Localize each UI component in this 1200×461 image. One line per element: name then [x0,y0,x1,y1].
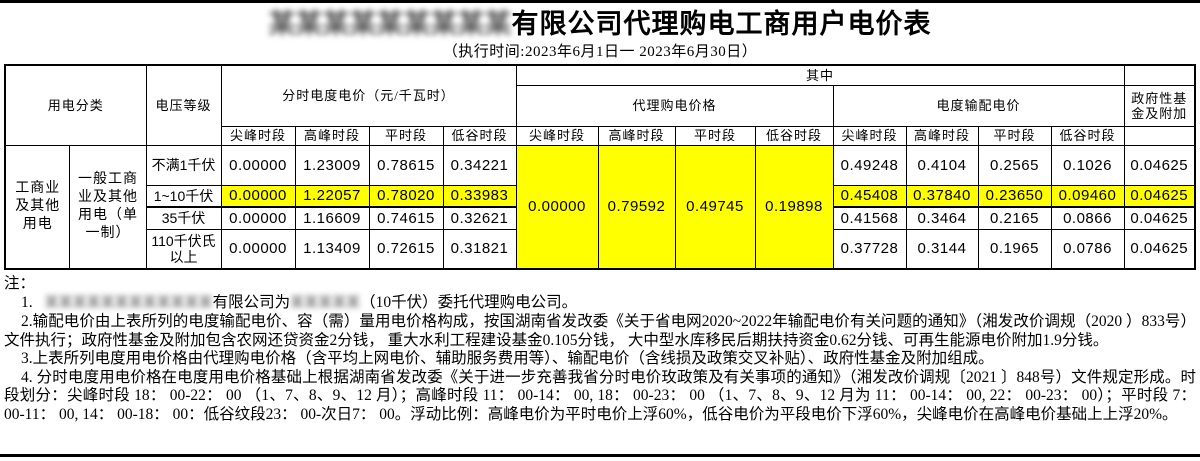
table-row: 工商业及其他用电 一般工商业及其他用电（单一制） 不满1千伏 0.00000 1… [4,144,1196,270]
tou-value: 0.00000 [220,228,296,270]
tou-value: 1.16609 [294,206,370,230]
page-title-text: 有限公司代理购电工商用户电价表 [511,9,932,39]
agency-value-peak: 0.00000 [515,144,599,270]
price-table: 用电分类 电压等级 分时电度电价（元/千瓦时） 其中 代理购电价格 电度输配电价… [3,64,1197,270]
note-1-suffix: （10千伏）委托代理购电公司。 [360,293,578,311]
empty-header-cell [1123,125,1196,146]
transmission-value: 0.41568 [832,206,907,230]
agency-value-flat: 0.49745 [674,144,756,270]
voltage-cell: 110千伏氏以上 [145,228,222,270]
header-voltage-level: 电压等级 [145,64,222,146]
tou-value: 0.78615 [368,144,444,186]
tou-value: 0.74615 [368,206,444,230]
transmission-value: 0.3144 [905,228,979,270]
transmission-value: 0.1026 [1050,144,1125,186]
fund-value: 0.04625 [1123,206,1196,230]
transmission-value: 0.2165 [977,206,1052,230]
tou-value: 0.32621 [442,206,517,230]
transmission-value: 0.1965 [977,228,1052,270]
header-row-3: 尖峰时段 高峰时段 平时段 低谷时段 尖峰时段 高峰时段 平时段 低谷时段 尖峰… [5,125,1196,146]
notes-section: 注： 1. 某某某某某某某某某某某某有限公司为某某某某某（10千伏）委托代理购电公… [4,275,1196,424]
header-period-valley: 低谷时段 [754,125,834,146]
category-cell: 工商业及其他用电 [4,144,71,270]
tou-value: 0.00000 [220,144,296,186]
header-agency-price: 代理购电价格 [515,84,834,127]
note-1: 1. 某某某某某某某某某某某某有限公司为某某某某某（10千伏）委托代理购电公司。 [4,294,1196,314]
page-top-rule [0,0,1200,3]
header-period-valley: 低谷时段 [1050,125,1125,146]
table-row: 35千伏 0.00000 1.16609 0.74615 0.32621 0.4… [5,206,1196,230]
note-1-number: 1. [21,293,33,311]
note-1-mid: 有限公司为 [212,293,291,311]
header-row-1: 用电分类 电压等级 分时电度电价（元/千瓦时） 其中 [4,64,1196,146]
page-title: 某某某某某某某某某有限公司代理购电工商用户电价表 [0,6,1200,42]
tou-value: 1.23009 [294,144,370,186]
header-period-high: 高峰时段 [294,125,370,146]
transmission-value: 0.0786 [1050,228,1125,270]
header-gov-funds: 政府性基金及附加 [1123,84,1196,127]
header-consumption-category: 用电分类 [4,64,147,146]
tou-value: 1.13409 [294,228,370,270]
header-period-peak: 尖峰时段 [515,125,599,146]
redacted-client-name: 某某某某某 [290,295,361,311]
empty-header-cell [1123,64,1196,86]
tou-value: 0.34221 [442,144,517,186]
subcategory-cell: 一般工商业及其他用电（单一制） [69,144,147,270]
header-period-flat: 平时段 [977,125,1052,146]
note-3: 3.上表所列电度用电价格由代理购电价格（含平均上网电价、辅助服务费用等）、输配电… [21,350,994,367]
header-period-peak: 尖峰时段 [832,125,907,146]
tou-value: 1.22057 [294,184,370,208]
transmission-value: 0.0866 [1050,206,1125,230]
table-row-highlighted: 1~10千伏 0.00000 1.22057 0.78020 0.33983 0… [5,184,1196,208]
tou-value: 0.00000 [220,206,296,230]
header-period-valley: 低谷时段 [442,125,517,146]
transmission-value: 0.45408 [832,184,907,208]
header-period-flat: 平时段 [368,125,444,146]
transmission-value: 0.4104 [905,144,979,186]
note-4: 4. 分时电度用电价格在电度用电价格基础上根据湖南省发改委《关于进一步充善我省分… [4,368,1196,423]
header-among-which: 其中 [515,64,1125,86]
header-period-peak: 尖峰时段 [220,125,296,146]
fund-value: 0.04625 [1123,144,1196,186]
agency-value-high: 0.79592 [597,144,676,270]
transmission-value: 0.37728 [832,228,907,270]
header-period-high: 高峰时段 [597,125,676,146]
execution-period: （执行时间:2023年6月1日一 2023年6月30日） [442,44,758,60]
tou-value: 0.33983 [442,184,517,208]
header-row-2: 代理购电价格 电度输配电价 政府性基金及附加 [5,84,1196,127]
fund-value: 0.04625 [1123,184,1196,208]
header-period-flat: 平时段 [674,125,756,146]
header-tou-price: 分时电度电价（元/千瓦时） [220,64,517,127]
transmission-value: 0.49248 [832,144,907,186]
transmission-value: 0.23650 [977,184,1052,208]
page-bottom-rule [0,454,1200,457]
tou-value: 0.00000 [220,184,296,208]
voltage-cell: 35千伏 [145,206,222,230]
transmission-value: 0.2565 [977,144,1052,186]
fund-value: 0.04625 [1123,228,1196,270]
table-row: 110千伏氏以上 0.00000 1.13409 0.72615 0.31821… [5,228,1196,270]
tou-value: 0.72615 [368,228,444,270]
header-transmission-price: 电度输配电价 [832,84,1125,127]
agency-value-valley: 0.19898 [754,144,834,270]
note-2: 2.输配电价由上表所列的电度输配电价、容（需）量用电价格构成，按国湖南省发改委《… [4,313,1196,349]
notes-label: 注： [4,275,36,292]
header-period-high: 高峰时段 [905,125,979,146]
voltage-cell: 1~10千伏 [145,184,222,208]
transmission-value: 0.3464 [905,206,979,230]
redacted-company-name: 某某某某某某某某某 [268,9,512,39]
voltage-cell: 不满1千伏 [145,144,222,186]
tou-value: 0.31821 [442,228,517,270]
tou-value: 0.78020 [368,184,444,208]
redacted-company-name: 某某某某某某某某某某某某 [44,295,213,311]
transmission-value: 0.09460 [1050,184,1125,208]
transmission-value: 0.37840 [905,184,979,208]
